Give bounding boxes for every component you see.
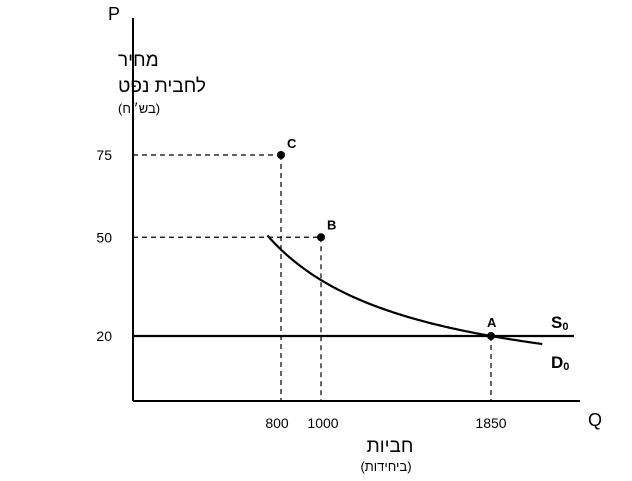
demand-curve-label: D0 — [551, 353, 569, 373]
point-label-B: B — [327, 217, 336, 232]
point-label-A: A — [487, 315, 497, 330]
supply-curve-label: S0 — [551, 313, 568, 333]
point-C — [277, 151, 285, 159]
point-B — [317, 233, 325, 242]
curves — [133, 234, 574, 346]
y-tick-label: 50 — [96, 229, 112, 245]
guide-lines — [133, 154, 492, 401]
y-tick-label: 75 — [96, 147, 112, 163]
tick-labels: 800 1000 1850 20 50 75 — [96, 147, 506, 431]
x-tick-label: 1000 — [307, 415, 338, 431]
y-tick-label: 20 — [96, 328, 112, 344]
point-label-C: C — [287, 136, 297, 151]
y-axis-letter: P — [108, 4, 120, 24]
x-tick-label: 1850 — [475, 415, 506, 431]
y-axis-label-line2: לחבית נפט — [118, 76, 206, 97]
y-axis-label-line1: מחיר — [118, 50, 159, 71]
x-tick-label: 800 — [265, 415, 289, 431]
x-axis-label: חביות — [367, 436, 414, 457]
y-axis-unit: (בש״ח) — [118, 101, 160, 116]
data-points: C B A — [277, 136, 497, 340]
point-A — [487, 332, 495, 340]
x-axis-unit: (ביחידות) — [360, 459, 411, 474]
x-axis-letter: Q — [588, 410, 602, 430]
demand-curve-d0 — [266, 234, 543, 346]
axes — [132, 18, 580, 402]
